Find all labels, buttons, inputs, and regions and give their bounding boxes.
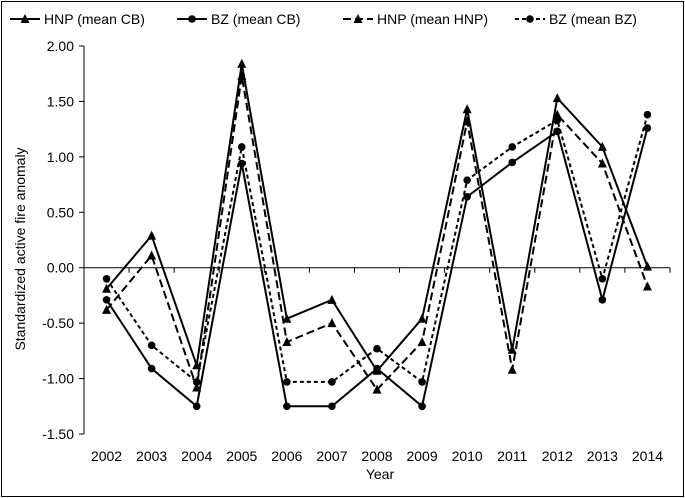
legend-entry: HNP (mean CB) <box>10 11 145 27</box>
data-point <box>597 141 607 151</box>
series-layer <box>102 58 652 411</box>
legend: HNP (mean CB) BZ (mean CB) HNP (mean HNP) B… <box>10 11 637 27</box>
x-tick-label: 2002 <box>91 448 122 464</box>
x-tick-label: 2009 <box>406 448 437 464</box>
data-point <box>507 364 517 374</box>
legend-marker <box>526 15 534 23</box>
data-point <box>328 378 336 386</box>
y-tick-label: 0.00 <box>47 260 74 276</box>
data-point <box>147 250 157 260</box>
data-point <box>147 364 156 373</box>
series-3 <box>102 70 652 394</box>
y-tick-label: 2.00 <box>47 38 74 54</box>
legend-entry: BZ (mean CB) <box>177 11 300 27</box>
legend-marker <box>20 14 30 23</box>
y-axis-title: Standardized active fire anomaly <box>12 147 28 350</box>
data-point <box>147 341 156 350</box>
data-point <box>642 261 652 271</box>
data-point <box>552 93 562 103</box>
data-point <box>508 143 517 151</box>
x-tick-label: 2004 <box>181 448 212 464</box>
data-point <box>327 294 337 304</box>
x-tick-label: 2011 <box>497 448 527 464</box>
x-axis-title: Year <box>366 466 395 482</box>
legend-marker <box>353 14 363 23</box>
data-point <box>463 192 471 201</box>
data-point <box>552 109 562 119</box>
series-2 <box>102 124 652 411</box>
data-point <box>237 58 247 68</box>
data-point <box>282 336 292 346</box>
data-point <box>102 304 112 314</box>
y-tick-label: -1.50 <box>42 426 74 442</box>
data-point <box>282 313 292 323</box>
data-point <box>102 283 112 293</box>
data-point <box>553 116 562 125</box>
x-tick-label: 2010 <box>452 448 483 464</box>
data-point <box>418 402 426 411</box>
y-tick-label: 1.50 <box>47 93 74 109</box>
data-point <box>507 344 517 354</box>
y-tick-label: -1.00 <box>42 371 74 387</box>
series-line <box>105 127 649 409</box>
data-point <box>508 158 517 167</box>
data-point <box>417 313 427 323</box>
x-tick-label: 2005 <box>226 448 257 464</box>
x-tick-label: 2008 <box>361 448 392 464</box>
data-point <box>237 143 246 151</box>
legend-label: HNP (mean HNP) <box>377 11 488 27</box>
data-point <box>192 382 202 392</box>
x-tick-label: 2003 <box>136 448 167 464</box>
data-point <box>643 124 652 132</box>
data-point <box>597 158 607 168</box>
data-point <box>102 275 111 283</box>
legend-label: BZ (mean BZ) <box>549 11 637 27</box>
legend-entry: HNP (mean HNP) <box>343 11 488 27</box>
legend-label: HNP (mean CB) <box>44 11 145 27</box>
data-point <box>102 296 111 304</box>
data-point <box>147 230 157 240</box>
data-point <box>463 176 471 184</box>
series-line <box>105 75 649 392</box>
x-tick-label: 2014 <box>632 448 663 464</box>
data-point <box>283 378 291 386</box>
legend-marker <box>188 15 196 23</box>
data-point <box>643 110 652 119</box>
series-1 <box>102 58 652 375</box>
x-tick-label: 2013 <box>587 448 618 464</box>
x-tick-label: 2012 <box>542 448 573 464</box>
data-point <box>283 402 291 411</box>
x-tick-label: 2007 <box>316 448 347 464</box>
data-point <box>642 281 652 291</box>
data-point <box>598 296 607 304</box>
data-point <box>598 275 607 283</box>
x-tick-label: 2006 <box>271 448 302 464</box>
data-point <box>462 116 472 126</box>
data-point <box>417 336 427 346</box>
series-line <box>105 63 649 373</box>
data-point <box>373 344 381 353</box>
data-point <box>327 318 337 328</box>
y-tick-label: -0.50 <box>42 315 74 331</box>
legend-label: BZ (mean CB) <box>211 11 300 27</box>
series-4 <box>102 110 652 386</box>
data-point <box>373 364 381 373</box>
data-point <box>372 384 382 394</box>
data-point <box>328 402 336 411</box>
data-point <box>237 70 247 80</box>
data-point <box>192 378 201 386</box>
data-point <box>418 378 426 386</box>
data-point <box>192 402 201 411</box>
y-tick-label: 0.50 <box>47 204 74 220</box>
axes: 2.00 1.50 1.00 0.50 0.00 -0.50 -1.00 -1.50 2002 2… <box>42 38 671 464</box>
y-tick-label: 1.00 <box>47 149 74 165</box>
legend-entry: BZ (mean BZ) <box>515 11 637 27</box>
data-point <box>462 104 472 114</box>
